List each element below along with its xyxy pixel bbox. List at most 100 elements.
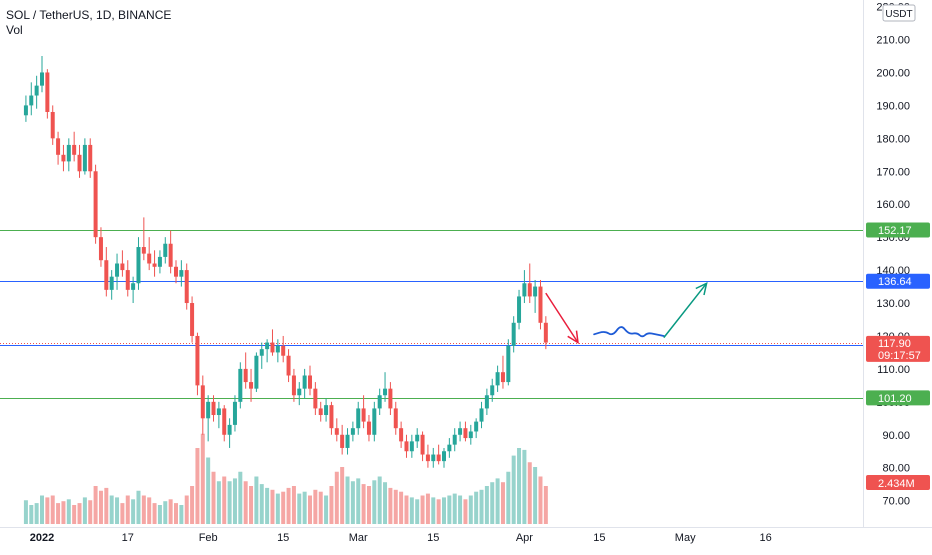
candle[interactable] [56,131,61,165]
candle[interactable] [377,388,382,416]
candle[interactable] [313,382,318,416]
candle[interactable] [147,237,152,271]
candle[interactable] [458,421,463,442]
candle[interactable] [72,131,77,162]
candle[interactable] [425,444,430,468]
candle[interactable] [511,316,516,353]
candle[interactable] [120,250,125,277]
candle[interactable] [372,401,377,442]
candle[interactable] [409,434,414,458]
candle[interactable] [179,260,184,287]
candle[interactable] [291,368,296,402]
candle[interactable] [484,388,489,416]
candle[interactable] [506,339,511,386]
time-axis[interactable]: 2022 17 Feb 15 Mar 15 Apr 15 May 16 [30,532,772,544]
currency-badge[interactable]: USDT [882,4,916,22]
candle[interactable] [254,352,259,392]
candle[interactable] [34,75,39,109]
candle[interactable] [388,382,393,416]
candle[interactable] [356,401,361,435]
candle[interactable] [141,217,146,261]
candle[interactable] [517,289,522,330]
candle[interactable] [442,447,446,468]
candle[interactable] [216,401,221,429]
candle[interactable] [82,138,87,175]
candle[interactable] [329,401,334,435]
candle[interactable] [93,164,98,244]
candle[interactable] [206,395,211,442]
candle[interactable] [115,253,120,290]
candle[interactable] [66,138,71,172]
candle[interactable] [174,260,178,284]
wave-drawing[interactable] [593,326,665,338]
arrow-drawing-red[interactable] [545,292,579,345]
candle[interactable] [200,375,205,435]
candle[interactable] [131,276,136,304]
candle[interactable] [281,335,286,363]
candle[interactable] [431,447,436,468]
candle[interactable] [168,230,173,274]
candle[interactable] [45,69,50,119]
candle[interactable] [136,237,141,290]
candle[interactable] [77,144,82,178]
candle[interactable] [543,316,548,350]
candle[interactable] [500,355,505,389]
candle[interactable] [104,247,109,297]
candle[interactable] [393,401,398,435]
candle[interactable] [157,250,162,274]
candle[interactable] [109,270,114,300]
candle[interactable] [243,352,248,389]
candle[interactable] [259,342,264,369]
candle[interactable] [184,263,189,310]
candle[interactable] [447,438,452,458]
candle[interactable] [163,237,168,264]
candle[interactable] [227,418,232,448]
candle[interactable] [436,444,441,465]
candle[interactable] [361,395,366,429]
candle[interactable] [350,421,355,442]
candle[interactable] [452,428,457,452]
candle[interactable] [468,424,473,445]
candle[interactable] [527,263,532,304]
candle[interactable] [232,395,237,432]
candle[interactable] [152,250,157,277]
candle[interactable] [270,329,275,356]
candle[interactable] [399,421,404,448]
candle[interactable] [222,405,227,442]
candle[interactable] [420,431,425,462]
candle[interactable] [479,401,484,429]
candle[interactable] [533,279,538,313]
candle[interactable] [265,339,270,363]
candle[interactable] [318,401,323,422]
candle[interactable] [195,332,200,396]
candle[interactable] [334,418,339,442]
candle[interactable] [40,55,44,93]
candle[interactable] [302,368,307,399]
candle[interactable] [490,378,495,402]
candle[interactable] [23,95,28,122]
candle[interactable] [61,144,66,172]
candle[interactable] [249,368,254,402]
candle[interactable] [463,421,468,442]
candle[interactable] [340,424,345,455]
candle[interactable] [238,362,243,409]
candle[interactable] [522,270,527,304]
candle[interactable] [308,365,312,396]
candle[interactable] [538,279,543,330]
candle[interactable] [495,365,500,392]
candle[interactable] [190,296,195,343]
candle[interactable] [345,428,350,455]
candle[interactable] [29,82,34,116]
price-axis[interactable]: 70.0080.0090.00100.00110.00120.00130.001… [876,2,910,508]
candle[interactable] [50,105,55,145]
candle[interactable] [415,428,420,448]
candle[interactable] [366,415,371,442]
candle[interactable] [286,349,291,383]
candle[interactable] [297,382,302,406]
candle[interactable] [98,227,103,267]
candle[interactable] [474,418,479,439]
candle[interactable] [125,260,130,297]
candle[interactable] [324,398,329,422]
candle[interactable] [275,339,280,363]
